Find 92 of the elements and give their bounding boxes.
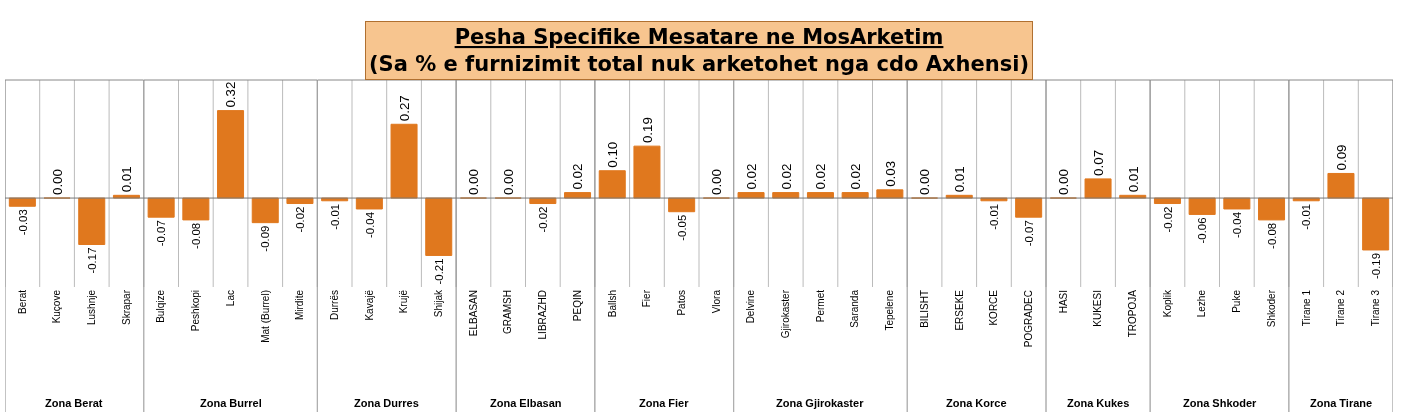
data-label: 0.01 bbox=[1125, 166, 1141, 193]
data-label: -0.07 bbox=[155, 220, 168, 247]
x-tick-label: Tepelene bbox=[884, 289, 896, 331]
data-label: 0.09 bbox=[1333, 144, 1349, 171]
x-tick-label: Bulqize bbox=[155, 289, 167, 323]
data-label: 0.02 bbox=[743, 163, 759, 190]
data-label: -0.05 bbox=[675, 214, 688, 241]
data-label: 0.00 bbox=[49, 169, 65, 196]
x-tick-label: Kavajë bbox=[363, 289, 375, 321]
x-tick-label: KORCE bbox=[988, 289, 1000, 326]
x-axis-title: Zona Fier bbox=[639, 397, 690, 409]
chart-title: Pesha Specifike Mesatare ne MosArketim bbox=[454, 25, 944, 49]
x-tick-label: LIBRAZHD bbox=[537, 290, 549, 340]
x-tick-label: Shijak bbox=[433, 289, 444, 318]
x-tick-label: Kuçove bbox=[51, 289, 63, 324]
data-label: -0.07 bbox=[1022, 220, 1035, 247]
x-tick-label: Lac bbox=[224, 290, 236, 307]
x-tick-label: ELBASAN bbox=[467, 290, 479, 337]
x-tick-label: Lezhe bbox=[1196, 289, 1208, 318]
x-axis-title: Zona Kukes bbox=[1067, 397, 1130, 409]
data-label: -0.02 bbox=[537, 206, 550, 233]
data-label: 0.02 bbox=[813, 163, 829, 190]
data-label: -0.03 bbox=[16, 209, 29, 236]
data-label: 0.00 bbox=[917, 169, 933, 196]
data-label: -0.01 bbox=[328, 203, 341, 230]
data-label: -0.02 bbox=[294, 206, 307, 233]
x-tick-label: Tirane 3 bbox=[1369, 289, 1381, 327]
data-label: -0.06 bbox=[1196, 217, 1209, 244]
x-axis-title: Zona Gjirokaster bbox=[776, 397, 865, 409]
x-tick-label: Fier bbox=[641, 289, 653, 308]
data-label: -0.08 bbox=[1265, 222, 1278, 249]
x-tick-label: Permet bbox=[814, 289, 826, 323]
x-tick-label: KUKESI bbox=[1092, 290, 1104, 327]
data-label: -0.01 bbox=[988, 203, 1001, 230]
data-label: -0.17 bbox=[85, 247, 98, 274]
data-label: -0.21 bbox=[432, 258, 445, 285]
data-label: -0.02 bbox=[1161, 206, 1174, 233]
x-tick-label: HASI bbox=[1057, 290, 1069, 314]
x-tick-label: Skrapar bbox=[120, 289, 132, 326]
x-tick-label: Krujë bbox=[398, 289, 410, 314]
data-label: 0.01 bbox=[119, 166, 135, 193]
data-label: 0.00 bbox=[466, 169, 482, 196]
data-label: 0.01 bbox=[952, 166, 968, 193]
x-axis-title: Zona Burrel bbox=[200, 397, 262, 409]
x-axis-title: Zona Tirane bbox=[1310, 397, 1373, 409]
x-tick-label: Berat bbox=[16, 289, 28, 314]
x-tick-label: Saranda bbox=[849, 289, 861, 328]
x-tick-label: Tirane 2 bbox=[1335, 289, 1347, 327]
x-axis-title: Zona Korce bbox=[946, 397, 1007, 409]
data-label: 0.02 bbox=[570, 163, 586, 190]
x-tick-label: Ballsh bbox=[606, 290, 618, 318]
x-tick-label: Mat (Burrel) bbox=[259, 290, 271, 343]
x-tick-label: GRAMSH bbox=[502, 290, 514, 334]
x-tick-label: BILISHT bbox=[918, 290, 930, 328]
data-label: -0.08 bbox=[190, 222, 203, 249]
data-label: -0.04 bbox=[363, 211, 376, 238]
data-label: 0.00 bbox=[1056, 169, 1072, 196]
data-label: 0.03 bbox=[882, 160, 898, 187]
x-tick-label: Koplik bbox=[1161, 289, 1173, 318]
x-tick-label: ERSEKE bbox=[953, 289, 965, 331]
x-tick-label: TROPOJA bbox=[1127, 289, 1138, 338]
x-tick-label: Puke bbox=[1231, 289, 1243, 313]
data-label: -0.09 bbox=[259, 225, 272, 252]
data-label: 0.32 bbox=[223, 81, 239, 108]
data-label: 0.00 bbox=[501, 169, 517, 196]
x-tick-label: Delvine bbox=[745, 289, 757, 324]
data-label: -0.19 bbox=[1369, 252, 1382, 279]
x-tick-label: Tirane 1 bbox=[1300, 289, 1312, 327]
x-tick-label: Gjirokaster bbox=[780, 289, 791, 339]
x-tick-label: Peshkopi bbox=[190, 290, 202, 332]
x-tick-label: Patos bbox=[675, 290, 687, 316]
x-axis-title: Zona Durres bbox=[354, 397, 419, 409]
data-label: 0.00 bbox=[709, 169, 725, 196]
data-label: 0.19 bbox=[639, 117, 655, 144]
x-tick-label: POGRADEC bbox=[1022, 290, 1034, 348]
x-tick-label: Vlora bbox=[710, 289, 722, 314]
data-label: 0.02 bbox=[848, 163, 864, 190]
x-axis-title: Zona Shkoder bbox=[1183, 397, 1258, 409]
chart-subtitle: (Sa % e furnizimit total nuk arketohet nga cdo Axhensi) bbox=[369, 52, 1030, 77]
x-axis-title: Zona Elbasan bbox=[490, 397, 562, 409]
x-tick-label: Shkoder bbox=[1265, 289, 1277, 328]
data-label: 0.27 bbox=[396, 95, 412, 122]
data-label: -0.01 bbox=[1300, 203, 1313, 230]
data-label: 0.07 bbox=[1090, 149, 1106, 176]
x-tick-label: Lushnje bbox=[86, 289, 97, 326]
x-tick-label: Durrës bbox=[328, 290, 340, 321]
x-tick-label: PEQIN bbox=[571, 290, 583, 322]
x-axis-title: Zona Berat bbox=[45, 397, 103, 409]
data-label: -0.04 bbox=[1231, 211, 1244, 238]
data-label: 0.02 bbox=[778, 163, 794, 190]
data-label: 0.10 bbox=[605, 141, 621, 168]
x-tick-label: Mirdite bbox=[294, 289, 306, 321]
